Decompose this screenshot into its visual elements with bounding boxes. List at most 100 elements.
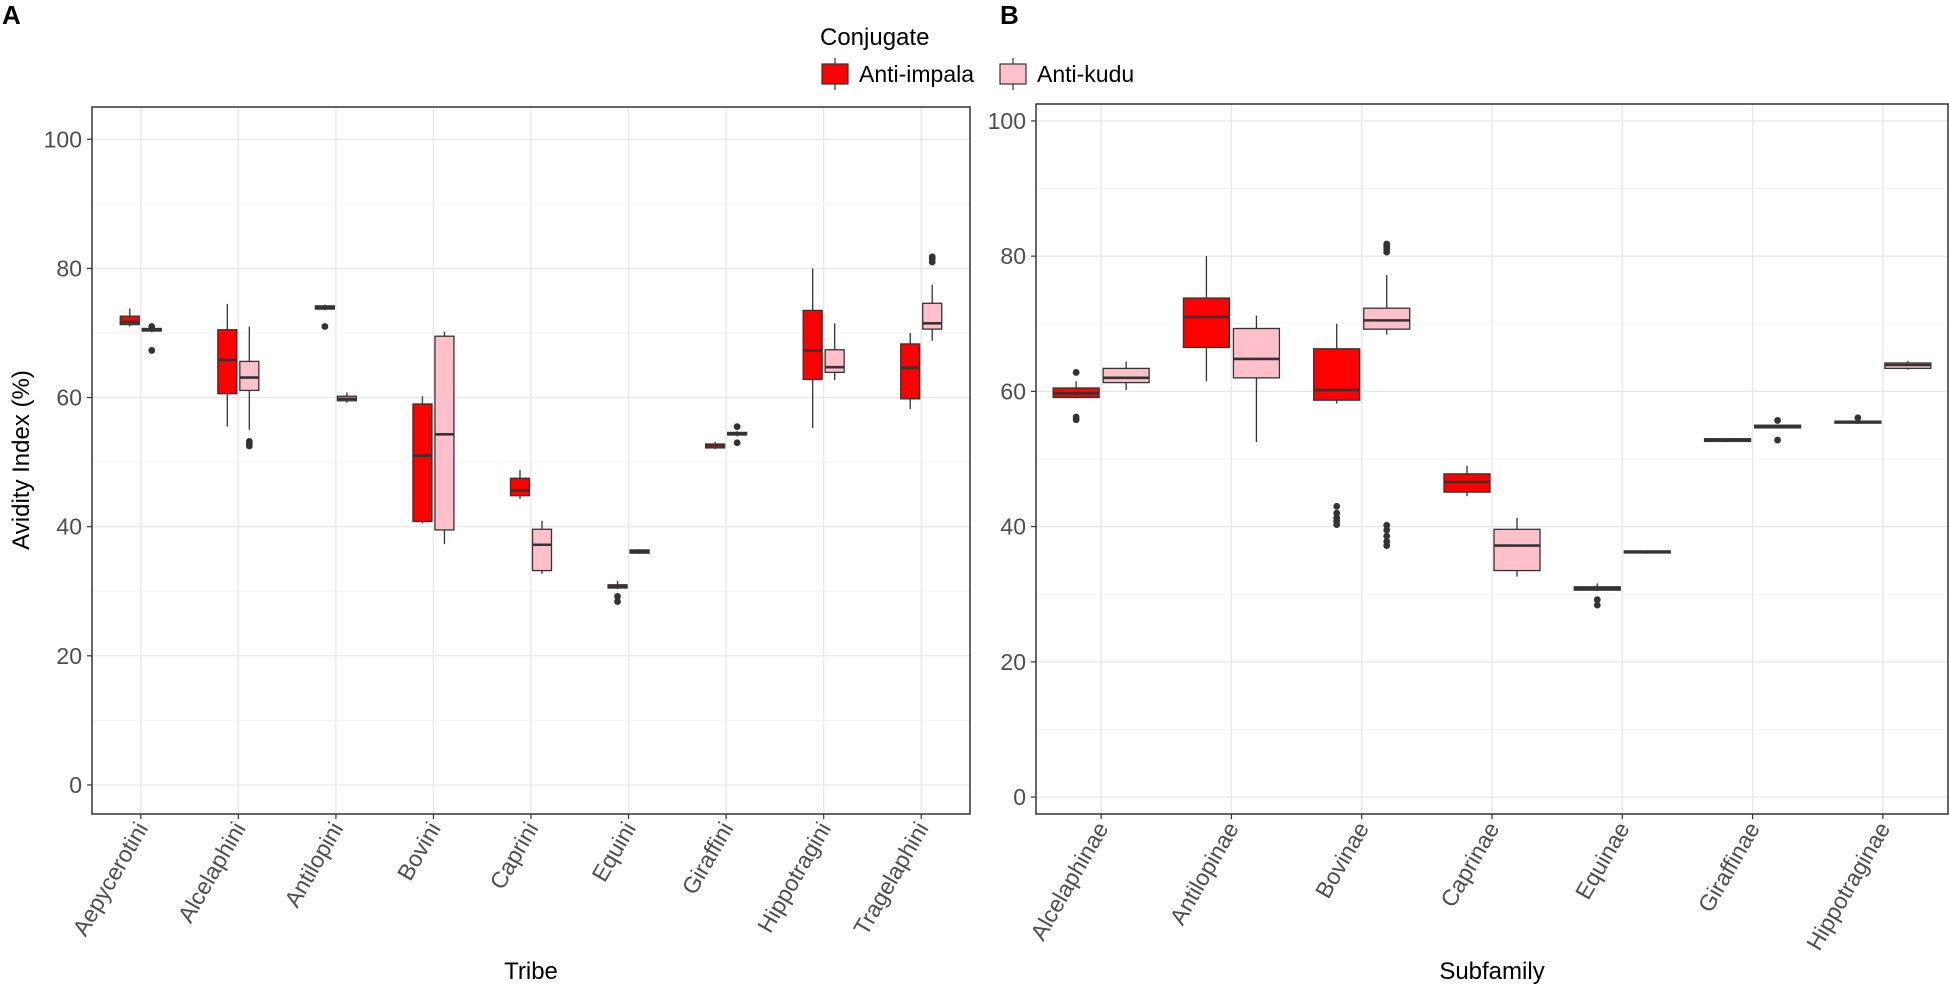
outlier-point [1072,416,1080,424]
outlier-point [614,593,621,600]
panel-a-y-ticks: 0 20 40 60 80 100 [44,126,92,798]
outlier-point [1854,414,1862,422]
box-anti-kudu-tragelaphini [922,253,943,341]
outlier-point [1333,521,1341,528]
box-iqr [1102,367,1150,384]
legend-label-anti-impala: Anti-impala [859,61,974,87]
x-tick-label-giraffini: Giraffini [677,818,739,899]
box-anti-impala-caprini [509,469,531,499]
box-anti-impala-alcelaphini [217,303,238,427]
box-anti-impala-giraffinae [1703,438,1752,443]
panel-b-y-ticks: 0 20 40 60 80 100 [988,108,1036,810]
box-anti-impala-aepycerotini [119,308,140,327]
legend-label-anti-kudu: Anti-kudu [1037,61,1134,87]
box-iqr [509,477,531,497]
outlier-point [1383,240,1391,248]
box-iqr [412,403,433,523]
box-iqr [900,343,921,400]
box-iqr [1363,307,1411,330]
y-tick-label: 0 [69,772,82,798]
outlier-point [148,323,156,330]
box-anti-kudu-giraffini [726,423,748,447]
box-anti-impala-hippotraginae [1834,414,1882,424]
box-iqr [119,315,140,326]
box-iqr [239,360,260,392]
outlier-point [1774,417,1781,424]
outlier-point [1774,436,1781,444]
legend-key-anti-kudu [999,63,1027,85]
box-anti-kudu-caprini [531,520,553,574]
y-tick-label: 80 [1000,243,1026,269]
box-anti-kudu-alcelaphinae [1102,361,1150,391]
outlier-point [733,439,741,447]
outlier-point [1383,542,1391,549]
outlier-point [733,423,741,431]
panel-b-x-ticks: Alcelaphinae Antilopinae Bovinae Caprinae Eq… [1025,814,1895,955]
panel-b-x-axis-title: Subfamily [1439,958,1544,985]
box-anti-kudu-bovini [434,331,455,545]
x-tick-label-caprinae: Caprinae [1435,818,1504,912]
outlier-point [148,347,156,354]
x-tick-label-aepycerotini: Aepycerotini [67,818,153,941]
box-anti-kudu-alcelaphini [239,326,260,450]
box-iqr [922,302,943,330]
panel-a-y-axis-title: Avidity Index (%) [8,370,35,550]
y-tick-label: 20 [1000,649,1026,675]
y-tick-label: 60 [56,385,82,411]
box-iqr [802,309,823,381]
box-iqr [1493,528,1541,572]
outlier-point [1593,601,1601,609]
x-tick-label-equinae: Equinae [1570,818,1635,904]
box-anti-impala-bovinae [1313,323,1361,528]
outlier-point [321,323,329,330]
y-tick-label: 100 [44,126,82,152]
panel-a: 0 20 40 60 80 100 Aepycerotini Alcelaphini Anti… [8,106,971,985]
y-tick-label: 100 [988,108,1026,134]
legend-title: Conjugate [820,24,929,51]
y-tick-label: 0 [1013,784,1026,810]
x-tick-label-antilopinae: Antilopinae [1164,818,1243,930]
outlier-point [1383,521,1391,529]
x-tick-label-alcelaphinae: Alcelaphinae [1025,818,1113,945]
legend-key-anti-impala [821,63,849,85]
y-tick-label: 40 [1000,514,1026,540]
x-tick-label-tragelaphini: Tragelaphini [848,817,933,939]
outlier-point [1072,369,1080,376]
panel-a-x-axis-title: Tribe [504,958,558,985]
y-tick-label: 60 [1000,378,1026,404]
box-iqr [1313,348,1361,401]
panel-b-label: B [1000,0,1019,30]
box-anti-kudu-hippotraginae [1884,360,1932,370]
box-iqr [531,528,553,572]
box-anti-impala-caprinae [1443,465,1491,497]
x-tick-label-giraffinae: Giraffinae [1693,818,1765,917]
panel-a-grid [92,107,970,814]
outlier-point [1593,596,1601,604]
x-tick-label-bovini: Bovini [392,818,446,885]
box-anti-impala-hippotragini [802,268,823,428]
panel-a-label: A [2,0,21,30]
box-iqr [1182,297,1231,349]
box-anti-impala-equini [607,580,628,605]
box-anti-impala-equinae [1573,583,1621,609]
y-tick-label: 20 [56,643,82,669]
panel-a-x-ticks: Aepycerotini Alcelaphini Antilopini Bovini C… [67,814,934,941]
box-anti-kudu-bovinae [1363,240,1411,549]
x-tick-label-caprini: Caprini [484,818,543,894]
box-iqr [824,349,845,374]
y-tick-label: 80 [56,255,82,281]
box-anti-impala-giraffini [704,442,726,450]
panel-b: 0 20 40 60 80 100 Alcelaphinae Antilopinae Bovi… [988,103,1949,985]
box-anti-impala-tragelaphini [900,332,921,410]
x-tick-label-antilopini: Antilopini [279,818,348,912]
box-anti-impala-bovini [412,396,433,524]
outlier-point [928,253,936,261]
box-anti-kudu-aepycerotini [141,323,162,354]
box-anti-impala-antilopinae [1182,256,1231,382]
panel-a-boxes [119,253,943,605]
x-tick-label-alcelaphini: Alcelaphini [173,818,251,927]
box-anti-impala-alcelaphinae [1052,369,1100,424]
outlier-point [245,442,253,450]
outlier-point [614,598,621,605]
